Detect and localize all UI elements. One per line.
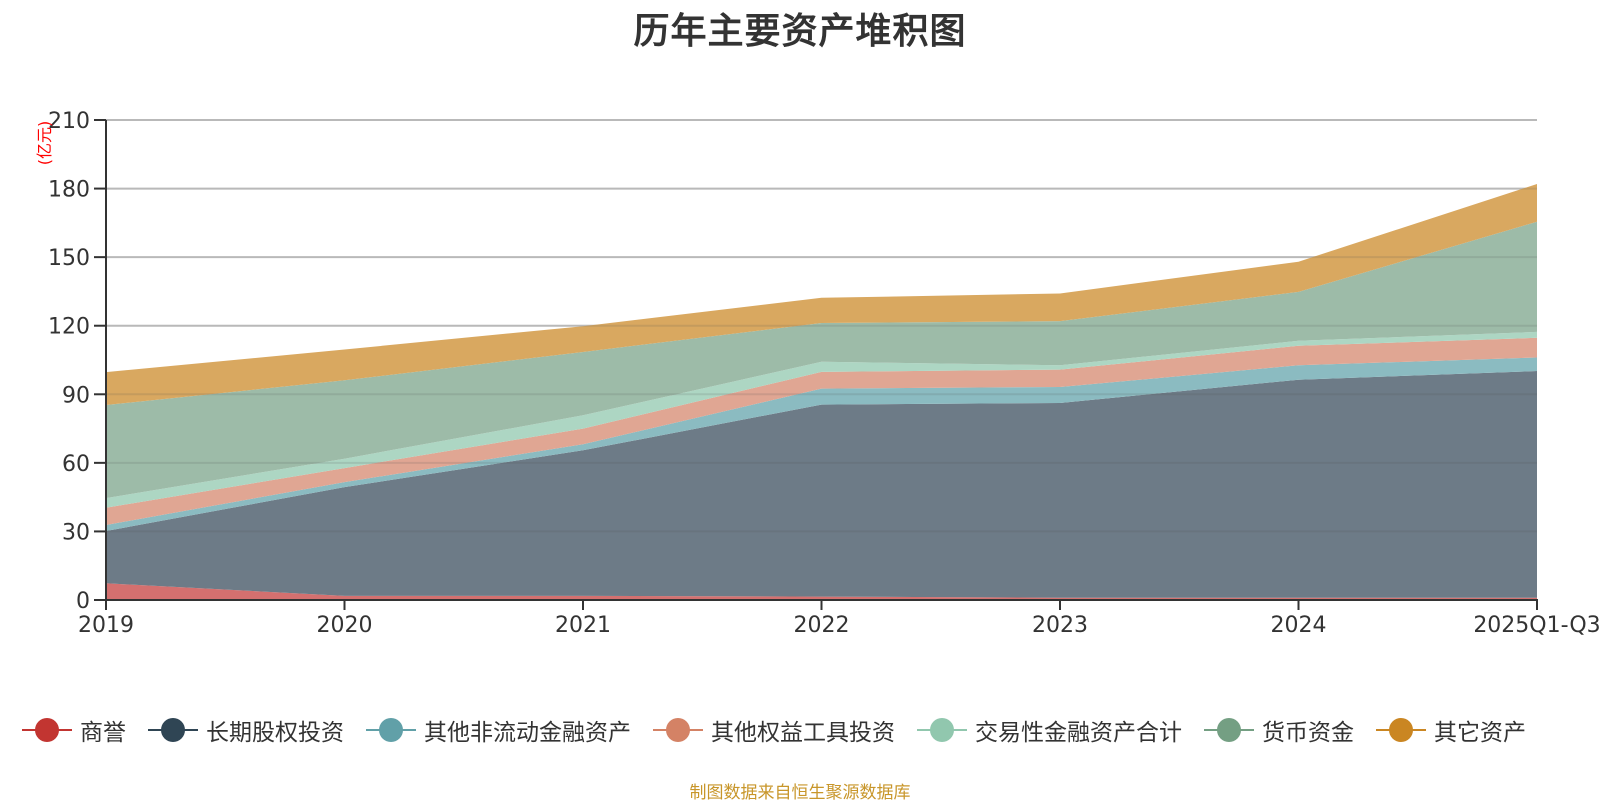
- source-note: 制图数据来自恒生聚源数据库: [689, 783, 911, 803]
- legend-marker-icon: [366, 717, 416, 743]
- legend-item[interactable]: 其他权益工具投资: [653, 713, 895, 747]
- legend-dot: [930, 718, 954, 742]
- x-tick-label: 2021: [555, 613, 611, 638]
- legend-label: 其它资产: [1434, 720, 1526, 746]
- area-series-2[interactable]: [106, 357, 1537, 532]
- area-series-5[interactable]: [106, 221, 1537, 499]
- legend-label: 其他非流动金融资产: [424, 720, 631, 746]
- legend-marker-icon: [1376, 717, 1426, 743]
- legend-marker-icon: [653, 717, 703, 743]
- y-tick-label: 150: [48, 246, 90, 271]
- legend-label: 货币资金: [1262, 720, 1354, 746]
- legend-dot: [1217, 718, 1241, 742]
- legend-label: 商誉: [80, 720, 126, 746]
- y-axis-unit-label: (亿元): [35, 121, 54, 166]
- y-tick-label: 90: [62, 383, 90, 408]
- legend-marker-icon: [22, 717, 72, 743]
- y-tick-label: 30: [62, 520, 90, 545]
- legend-dot: [1389, 718, 1413, 742]
- legend-label: 长期股权投资: [206, 720, 344, 746]
- legend-dot: [35, 718, 59, 742]
- area-series-3[interactable]: [106, 337, 1537, 525]
- x-tick-label: 2024: [1271, 613, 1327, 638]
- legend-item[interactable]: 其他非流动金融资产: [366, 713, 631, 747]
- axes: 0 30 60 90 120 150 180 210 2019 2020 2021 2022 2023 2…: [48, 109, 1600, 638]
- legend-dot: [666, 718, 690, 742]
- legend-label: 交易性金融资产合计: [975, 720, 1182, 746]
- legend-item[interactable]: 商誉: [22, 713, 126, 747]
- legend-item[interactable]: 货币资金: [1204, 713, 1354, 747]
- chart-title: 历年主要资产堆积图: [633, 11, 967, 52]
- area-series-6[interactable]: [106, 184, 1537, 405]
- legend-item[interactable]: 其它资产: [1376, 713, 1526, 747]
- y-tick-label: 180: [48, 178, 90, 203]
- legend-marker-icon: [148, 717, 198, 743]
- area-series-1[interactable]: [106, 371, 1537, 598]
- y-tick-label: 120: [48, 315, 90, 340]
- legend-dot: [379, 718, 403, 742]
- x-tick-label: 2023: [1032, 613, 1088, 638]
- x-tick-label: 2025Q1-Q3: [1473, 613, 1600, 638]
- y-tick-label: 60: [62, 452, 90, 477]
- legend-dot: [161, 718, 185, 742]
- area-series-4[interactable]: [106, 331, 1537, 508]
- x-tick-label: 2022: [794, 613, 850, 638]
- legend: 商誉 长期股权投资 其他非流动金融资产 其他权益工具投资 交易性金融资产合计 货币资金 其它…: [22, 713, 1548, 747]
- y-tick-label: 210: [48, 109, 90, 134]
- area-series: [106, 119, 1537, 600]
- x-tick-label: 2019: [78, 613, 134, 638]
- y-tick-label: 0: [76, 589, 90, 614]
- x-tick-label: 2020: [317, 613, 373, 638]
- legend-item[interactable]: 交易性金融资产合计: [917, 713, 1182, 747]
- legend-marker-icon: [917, 717, 967, 743]
- area-series-0[interactable]: [106, 583, 1537, 600]
- legend-item[interactable]: 长期股权投资: [148, 713, 344, 747]
- legend-label: 其他权益工具投资: [711, 720, 895, 746]
- legend-marker-icon: [1204, 717, 1254, 743]
